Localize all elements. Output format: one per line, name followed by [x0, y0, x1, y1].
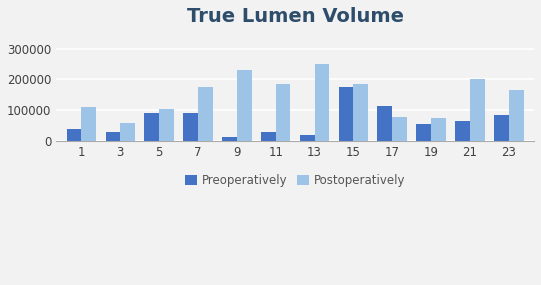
Bar: [455, 121, 470, 141]
Bar: [378, 106, 392, 141]
Bar: [237, 70, 252, 141]
Bar: [198, 87, 213, 141]
Bar: [120, 123, 135, 141]
Bar: [417, 124, 431, 141]
Bar: [509, 90, 524, 141]
Bar: [431, 118, 446, 141]
Bar: [159, 109, 174, 141]
Bar: [300, 135, 314, 141]
Bar: [314, 64, 329, 141]
Title: True Lumen Volume: True Lumen Volume: [187, 7, 404, 26]
Bar: [144, 113, 159, 141]
Bar: [82, 107, 96, 141]
Bar: [222, 137, 237, 141]
Bar: [276, 84, 291, 141]
Bar: [183, 113, 198, 141]
Bar: [392, 117, 407, 141]
Bar: [105, 132, 120, 141]
Bar: [67, 129, 82, 141]
Bar: [494, 115, 509, 141]
Bar: [339, 87, 353, 141]
Bar: [353, 84, 368, 141]
Bar: [261, 132, 276, 141]
Legend: Preoperatively, Postoperatively: Preoperatively, Postoperatively: [181, 169, 410, 192]
Bar: [470, 80, 485, 141]
